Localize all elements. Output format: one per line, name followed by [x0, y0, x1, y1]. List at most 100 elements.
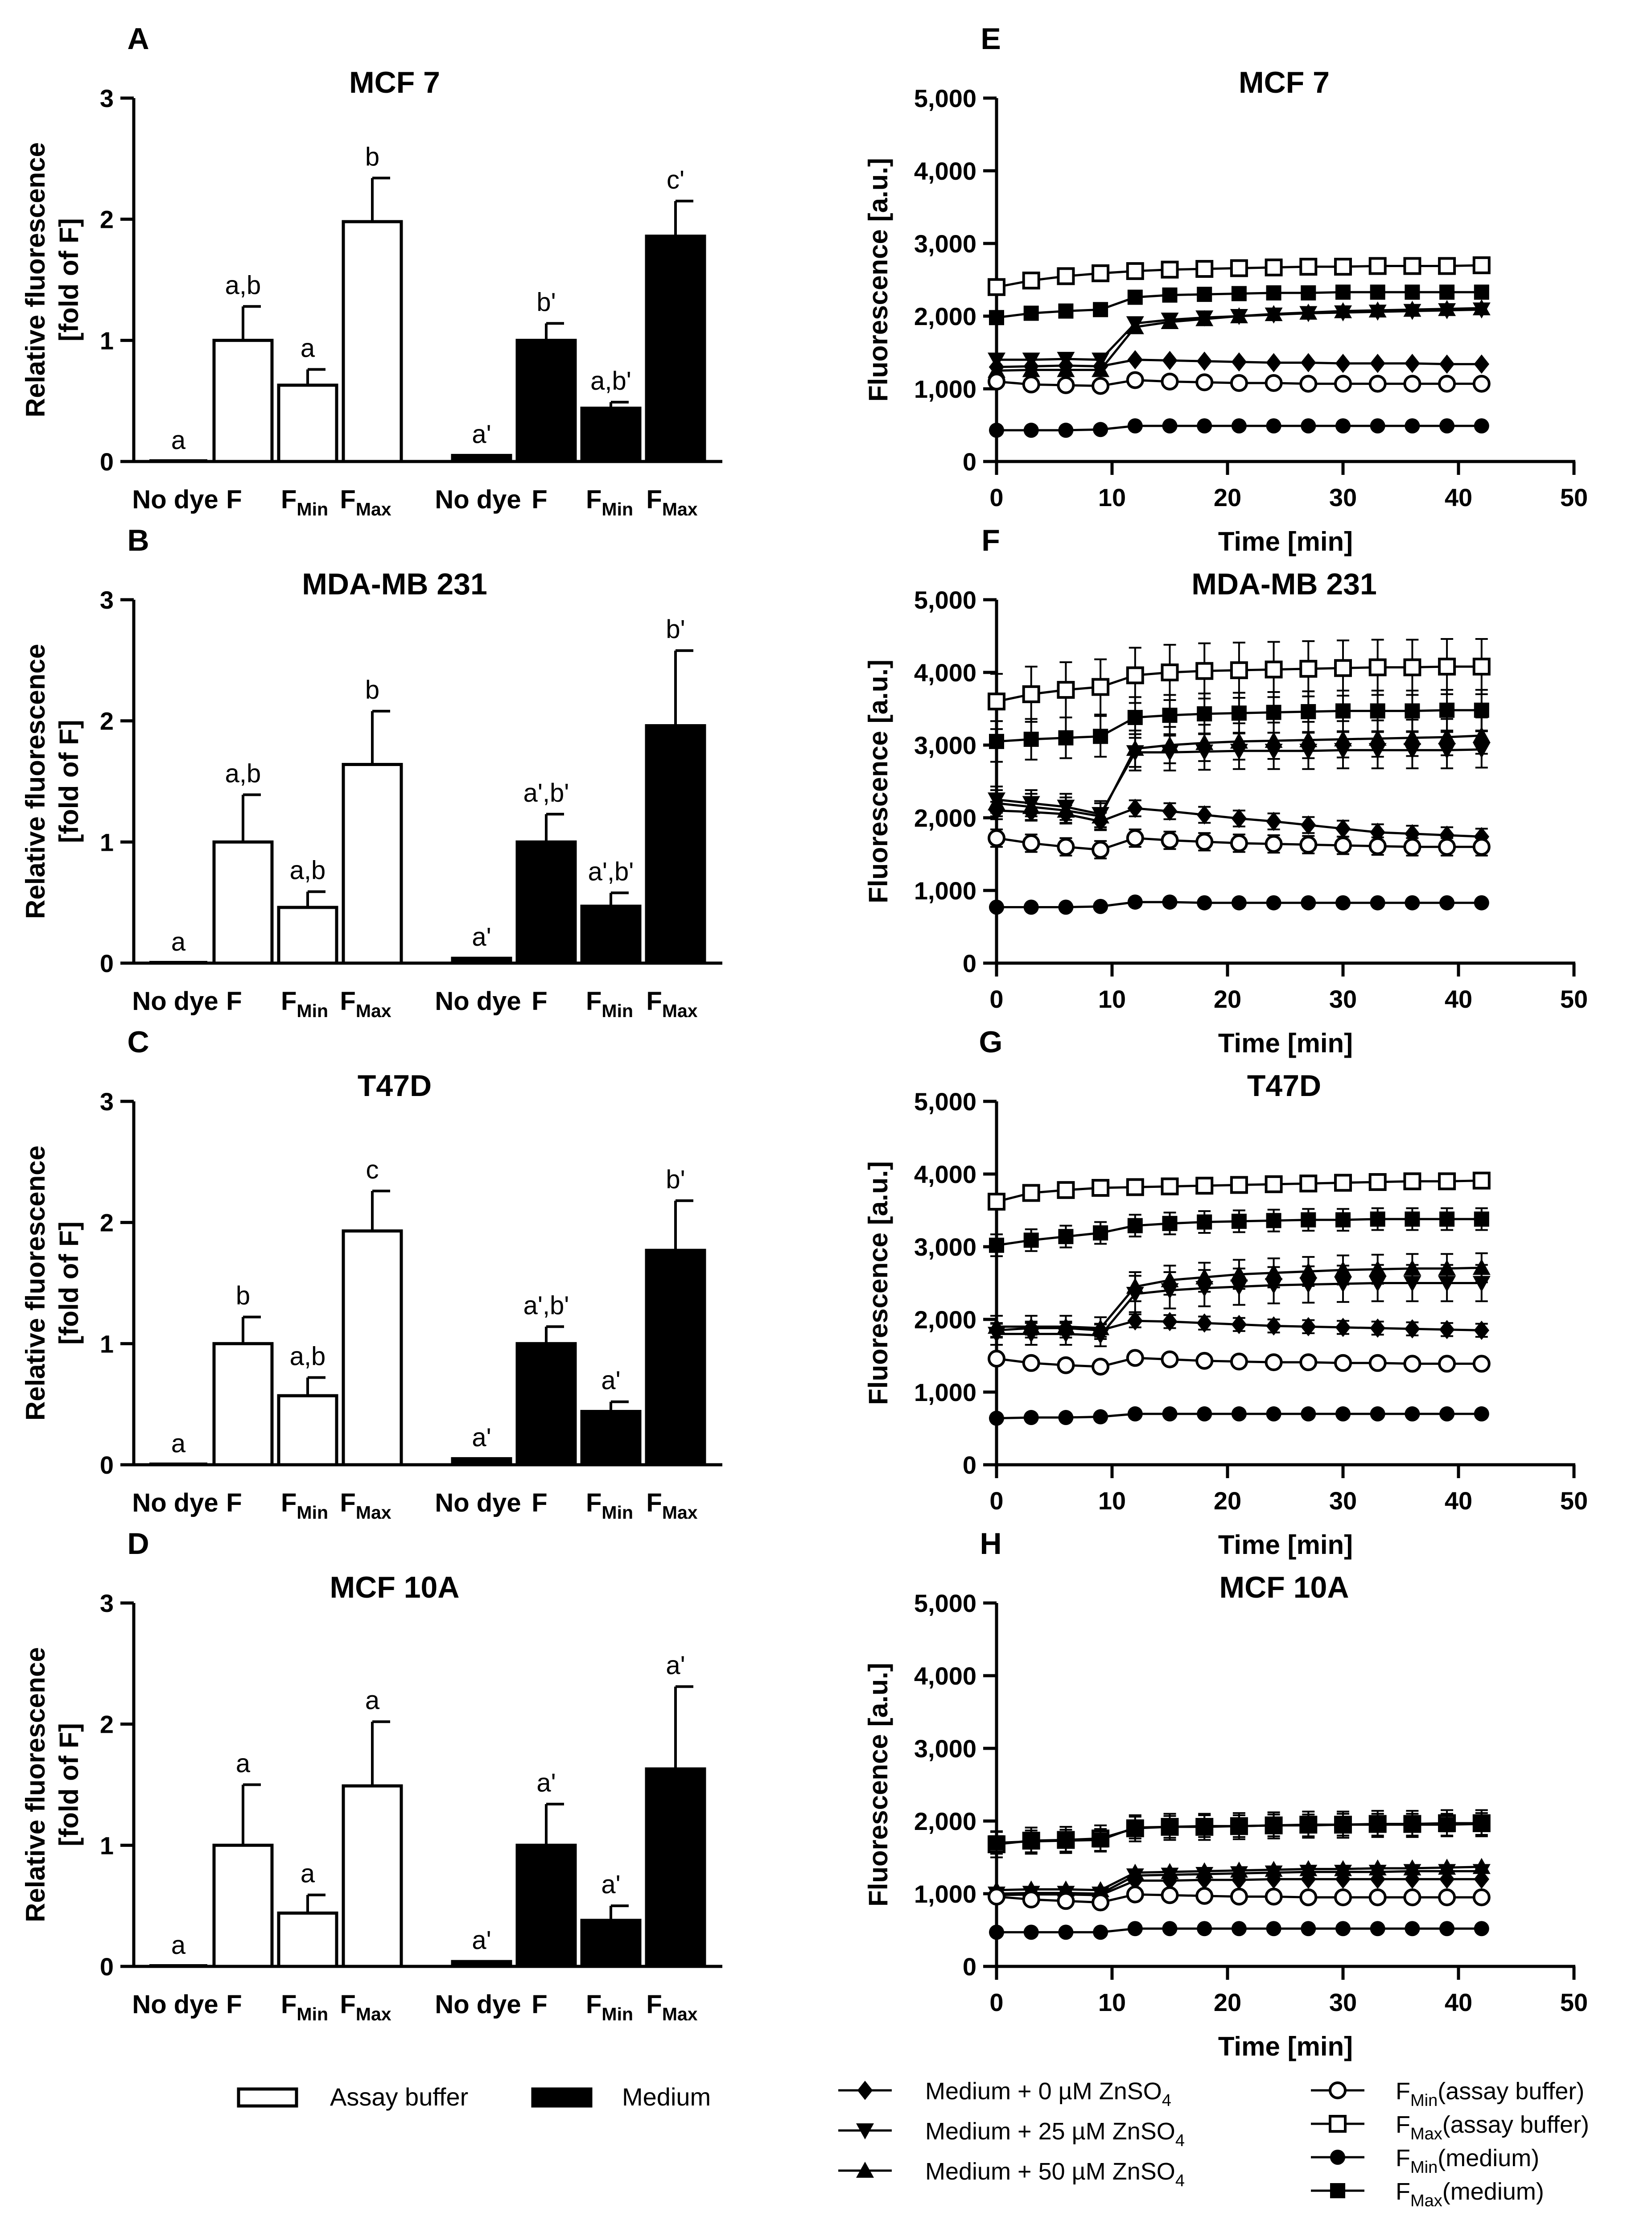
- bar: [580, 406, 642, 463]
- data-point: [988, 372, 1005, 391]
- circle-open-marker: [1265, 374, 1283, 392]
- panel-letter: C: [127, 1025, 149, 1059]
- data-point: [1058, 1833, 1074, 1849]
- triangle-up-marker: [1161, 736, 1179, 752]
- square-filled-marker: [1370, 1211, 1385, 1227]
- triangle-up-marker: [1472, 1858, 1491, 1874]
- data-point: [988, 1318, 1005, 1334]
- data-point: [1231, 286, 1247, 301]
- legend-marker: [857, 2081, 873, 2100]
- y-tick-label: 0: [963, 1451, 976, 1479]
- data-point: [1403, 729, 1421, 745]
- circle-open-marker: [1368, 1888, 1387, 1907]
- circle-open-marker: [1368, 837, 1387, 855]
- diamond-marker: [1405, 354, 1420, 373]
- y-tick-label: 0: [963, 1953, 976, 1981]
- triangle-up-marker: [1230, 1861, 1248, 1878]
- data-point: [1472, 1888, 1491, 1907]
- data-point: [1057, 352, 1075, 368]
- triangle-up-marker: [1126, 1277, 1144, 1294]
- x-tick-label: 40: [1445, 1487, 1472, 1515]
- square-filled-marker: [1301, 1212, 1316, 1228]
- square-filled-marker: [1330, 2183, 1345, 2198]
- significance-letter: a: [301, 334, 315, 363]
- diamond-marker: [1474, 354, 1490, 374]
- diamond-marker: [1439, 1320, 1455, 1339]
- circle-filled-marker: [1335, 895, 1351, 911]
- data-point: [1126, 740, 1144, 756]
- bar: [645, 724, 706, 965]
- diamond-marker: [1266, 1316, 1281, 1336]
- circle-open-marker: [1334, 375, 1352, 393]
- triangle-up-marker: [1092, 361, 1110, 377]
- circle-filled-marker: [1370, 418, 1385, 434]
- diamond-marker: [1231, 352, 1247, 372]
- square-open-marker: [988, 1192, 1005, 1211]
- circle-open-marker: [1057, 838, 1075, 856]
- data-point: [1265, 1861, 1283, 1877]
- square-filled-marker: [1301, 285, 1316, 301]
- data-point: [1057, 801, 1075, 818]
- significance-letter: b': [536, 288, 556, 317]
- y-axis-label: Relative fluorescence: [21, 1647, 50, 1922]
- square-filled-marker: [1405, 1817, 1420, 1833]
- data-point: [989, 1835, 1004, 1850]
- triangle-up-marker: [1195, 310, 1214, 326]
- data-point: [1474, 1816, 1489, 1832]
- x-tick-label: F: [531, 1488, 547, 1517]
- triangle-up-marker: [1057, 801, 1075, 818]
- circle-filled-marker: [1330, 2150, 1345, 2165]
- triangle-up-marker: [1092, 1881, 1110, 1897]
- square-filled-marker: [1127, 710, 1143, 725]
- circle-filled-marker: [1127, 1921, 1143, 1937]
- x-axis-label: Time [min]: [1218, 1530, 1353, 1560]
- triangle-up-marker: [1092, 807, 1110, 824]
- data-point: [1368, 658, 1387, 676]
- significance-letter: a: [171, 1429, 186, 1458]
- circle-open-marker: [1334, 836, 1352, 854]
- triangle-up-marker: [1403, 1859, 1421, 1875]
- square-open-marker: [1299, 659, 1318, 678]
- square-open-marker: [1438, 657, 1456, 676]
- y-axis-label: [fold of F]: [54, 218, 84, 342]
- square-filled-marker: [1335, 703, 1351, 719]
- x-tick-label: FMin: [281, 485, 328, 519]
- data-point: [1092, 1178, 1110, 1197]
- square-filled-marker: [1301, 1817, 1316, 1833]
- data-point: [1058, 899, 1074, 915]
- data-point: [1299, 836, 1318, 854]
- data-point: [1403, 375, 1421, 393]
- x-tick-label: FMax: [340, 485, 391, 519]
- triangle-up-marker: [1368, 301, 1387, 317]
- data-point: [1265, 374, 1283, 392]
- data-point: [1403, 1859, 1421, 1875]
- data-point: [1127, 418, 1143, 434]
- data-point: [1127, 1921, 1143, 1937]
- y-axis-label: Fluorescence [a.u.]: [863, 1663, 893, 1907]
- circle-filled-marker: [1301, 895, 1316, 911]
- panel-letter: D: [127, 1527, 149, 1561]
- bar-panel-D: D MCF 10A 0 1 2 3 Relative fluorescence [fold o…: [21, 1527, 722, 2024]
- data-point: [1093, 729, 1108, 744]
- square-open-marker: [1022, 272, 1040, 290]
- data-point: [1231, 1921, 1247, 1937]
- data-point: [1334, 1261, 1352, 1277]
- data-point: [1439, 1211, 1455, 1227]
- time-legend: Medium + 0 µM ZnSO4 Medium + 25 µM ZnSO4 M…: [838, 2078, 1589, 2210]
- square-open-marker: [1126, 666, 1144, 684]
- significance-letter: a',b': [523, 779, 569, 808]
- data-point: [1231, 895, 1247, 911]
- circle-open-marker: [1299, 1353, 1318, 1372]
- square-filled-marker: [1127, 289, 1143, 305]
- x-tick-label: No dye: [132, 1488, 218, 1517]
- significance-letter: a': [601, 1366, 620, 1395]
- square-filled-marker: [1162, 1819, 1178, 1835]
- triangle-up-marker: [1334, 1261, 1352, 1277]
- data-point: [1265, 258, 1283, 276]
- square-filled-marker: [1162, 708, 1178, 723]
- series: [988, 256, 1491, 296]
- data-point: [1335, 819, 1351, 839]
- square-filled-marker: [1197, 1214, 1212, 1230]
- data-point: [1092, 841, 1110, 859]
- bar: [277, 906, 338, 965]
